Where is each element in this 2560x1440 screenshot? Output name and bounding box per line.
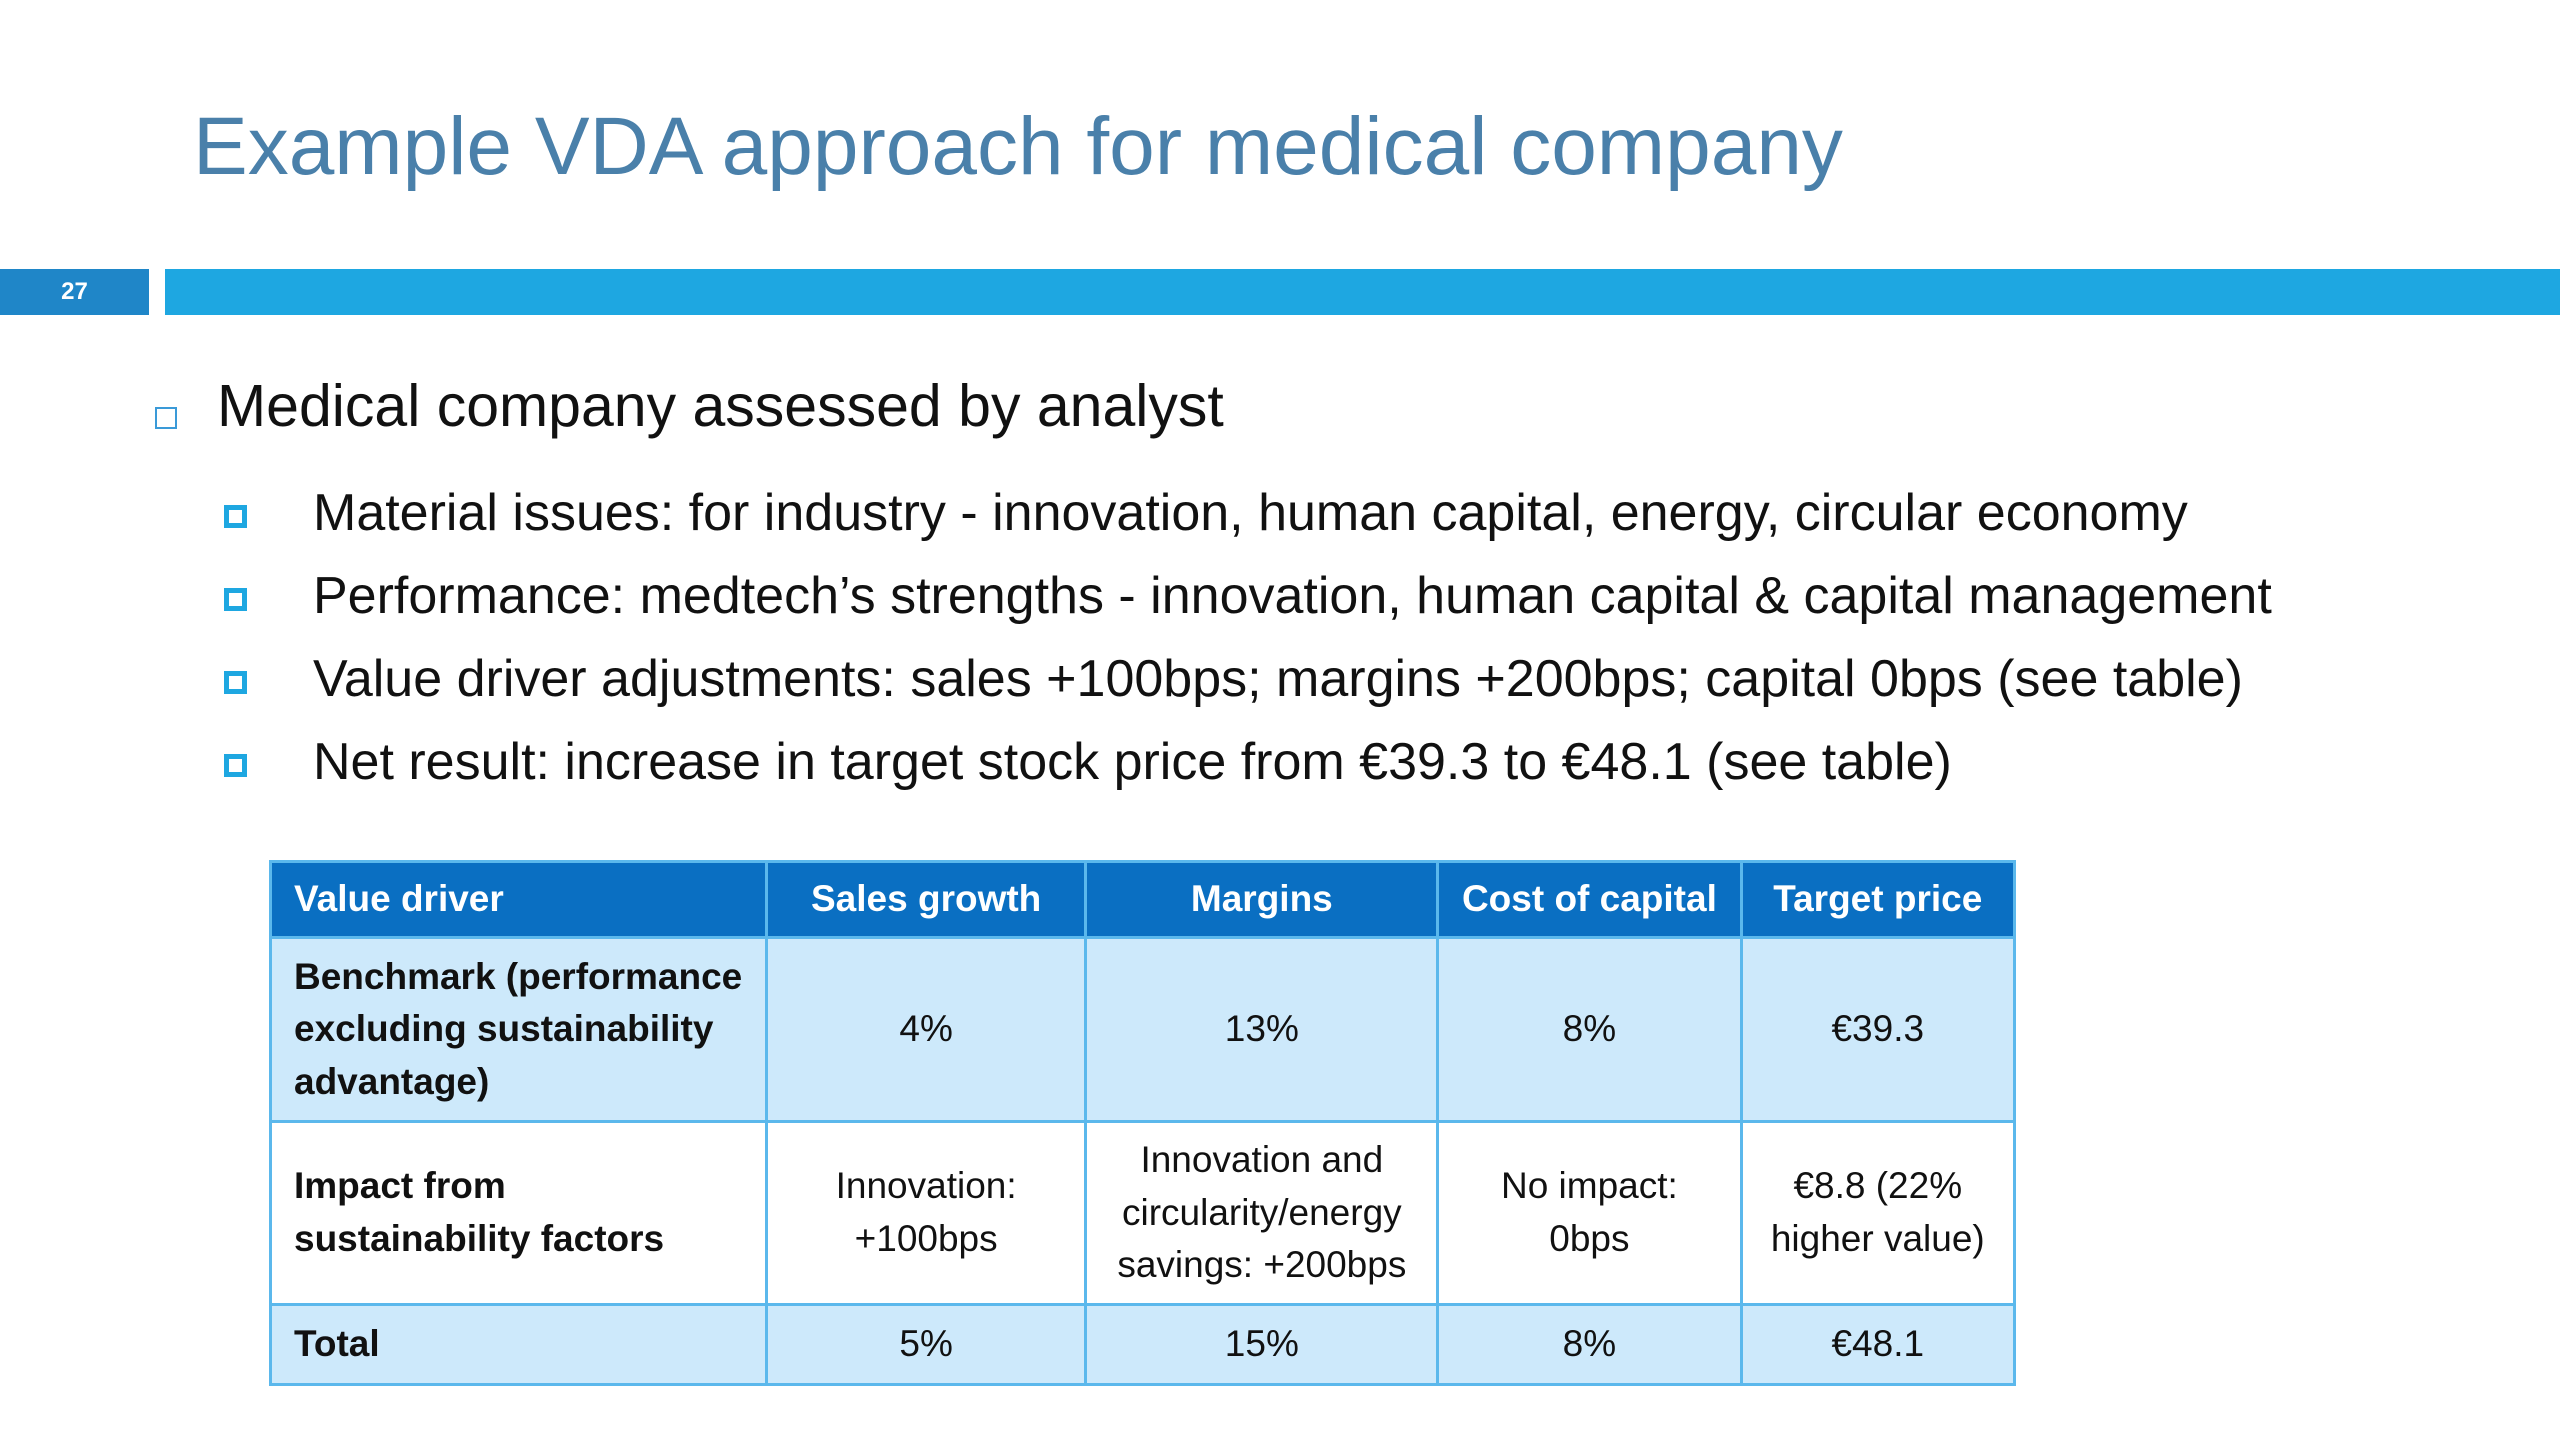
table-cell: Innovation and circularity/energy saving… bbox=[1084, 1120, 1440, 1306]
table-cell: No impact: 0bps bbox=[1436, 1120, 1743, 1306]
bullet-icon bbox=[224, 754, 247, 777]
table-cell: €8.8 (22% higher value) bbox=[1739, 1120, 2017, 1306]
header-cell: Target price bbox=[1739, 860, 2017, 939]
table-cell: Innovation: +100bps bbox=[764, 1120, 1088, 1306]
header-cell: Margins bbox=[1084, 860, 1440, 939]
table-cell: Benchmark (performance excluding sustain… bbox=[269, 936, 768, 1123]
table-header: Value driver Sales growth Margins Cost of c… bbox=[269, 860, 2017, 939]
table-cell: 4% bbox=[764, 936, 1088, 1123]
sub-bullet: Value driver adjustments: sales +100bps;… bbox=[313, 650, 2243, 708]
sub-bullet: Net result: increase in target stock pri… bbox=[313, 733, 1952, 791]
header-cell: Cost of capital bbox=[1436, 860, 1743, 939]
table-cell: 15% bbox=[1084, 1303, 1440, 1386]
table-cell: €48.1 bbox=[1739, 1303, 2017, 1386]
table-row: Total 5% 15% 8% €48.1 bbox=[269, 1303, 2017, 1386]
table-cell: 5% bbox=[764, 1303, 1088, 1386]
value-table: Value driver Sales growth Margins Cost of c… bbox=[269, 860, 2017, 1386]
table-cell: Impact from sustainability factors bbox=[269, 1120, 768, 1306]
slide-number: 27 bbox=[0, 269, 149, 315]
bullet: Medical company assessed by analyst bbox=[217, 373, 1224, 439]
slide-title: Example VDA approach for medical company bbox=[193, 101, 1843, 192]
table-cell: €39.3 bbox=[1739, 936, 2017, 1123]
bullet-icon bbox=[224, 505, 247, 528]
table-cell: Total bbox=[269, 1303, 768, 1386]
header-cell: Value driver bbox=[269, 860, 768, 939]
header-bar bbox=[165, 269, 2560, 315]
table-row: Impact from sustainability factors Innova… bbox=[269, 1120, 2017, 1306]
table-cell: 8% bbox=[1436, 1303, 1743, 1386]
table-cell: 8% bbox=[1436, 936, 1743, 1123]
bullet-icon bbox=[224, 588, 247, 611]
header-cell: Sales growth bbox=[764, 860, 1088, 939]
bullet-icon bbox=[155, 407, 177, 429]
sub-bullet: Performance: medtech’s strengths - innov… bbox=[313, 567, 2272, 625]
table-cell: 13% bbox=[1084, 936, 1440, 1123]
sub-bullet: Material issues: for industry - innovati… bbox=[313, 484, 2188, 542]
bullet-icon bbox=[224, 671, 247, 694]
table-row: Benchmark (performance excluding sustain… bbox=[269, 936, 2017, 1123]
